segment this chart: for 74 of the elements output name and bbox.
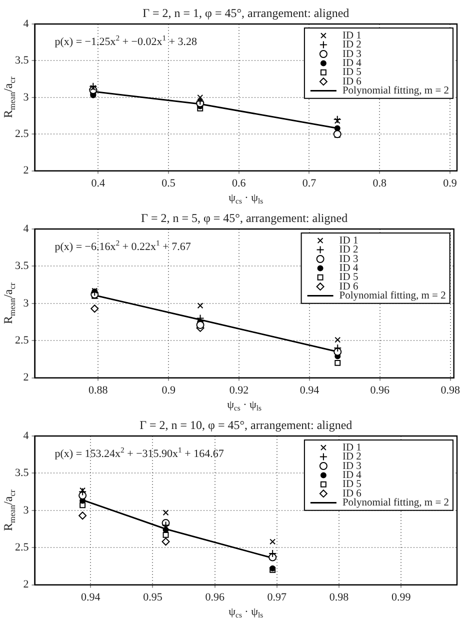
legend-label: ID 1	[342, 30, 362, 42]
y-axis-title: Rmean/acr	[1, 490, 17, 532]
y-tick-label: 3.5	[15, 467, 30, 480]
x-tick-label: 0.96	[370, 384, 390, 396]
point	[334, 360, 341, 366]
legend-label: ID 4	[339, 262, 359, 274]
point	[80, 487, 86, 494]
x-tick-label: 0.8	[372, 177, 387, 190]
chart-title: Γ = 2, n = 1, φ = 45°, arrangement: aligned	[142, 6, 350, 20]
x-tick-label: 0.92	[229, 384, 249, 396]
x-tick-label: 0.95	[143, 591, 163, 604]
x-tick-label: 0.4	[91, 177, 106, 190]
legend-label: ID 6	[339, 281, 358, 292]
legend-label: Polynomial fitting, m = 2	[342, 86, 450, 97]
legend-label: ID 5	[339, 272, 358, 284]
y-tick-label: 2.5	[15, 334, 30, 346]
x-tick-label: 0.5	[162, 177, 176, 190]
legend-label: ID 1	[339, 235, 358, 246]
legend-label: ID 3	[342, 460, 362, 472]
y-tick-label: 2	[23, 372, 29, 384]
point	[162, 538, 170, 546]
y-tick-label: 3	[23, 504, 30, 516]
legend-label: ID 5	[342, 479, 362, 490]
x-tick-label: 0.9	[443, 177, 458, 190]
legend-label: ID 4	[342, 470, 362, 481]
legend-label: ID 5	[342, 67, 362, 78]
legend-label: ID 3	[339, 254, 358, 265]
y-tick-label: 4	[23, 430, 30, 442]
x-tick-label: 0.94	[81, 591, 101, 604]
point	[197, 302, 204, 309]
point	[270, 538, 276, 545]
point	[334, 336, 341, 343]
chart-title: Γ = 2, n = 5, φ = 45°, arrangement: aligned	[141, 211, 348, 226]
legend-label: ID 6	[342, 76, 362, 88]
x-tick-label: 0.7	[302, 177, 317, 190]
y-tick-label: 2.5	[15, 128, 30, 140]
legend-label: ID 2	[342, 40, 362, 51]
point	[162, 532, 169, 538]
legend-label: ID 6	[342, 488, 362, 500]
x-tick-label: 0.94	[300, 384, 320, 396]
legend-label: Polynomial fitting, m = 2	[342, 498, 450, 509]
y-tick-label: 3.5	[15, 54, 30, 67]
x-tick-label: 0.99	[391, 591, 412, 604]
y-tick-label: 2	[23, 578, 29, 591]
y-axis-title: Rmean/acr	[1, 76, 17, 118]
legend-label: ID 4	[342, 58, 362, 69]
point	[78, 488, 87, 496]
x-tick-label: 0.88	[88, 384, 108, 396]
point	[334, 118, 340, 124]
y-tick-label: 2.5	[15, 541, 30, 554]
point	[162, 510, 169, 516]
point	[333, 115, 342, 124]
x-tick-label: 0.98	[440, 384, 460, 396]
point	[334, 125, 340, 132]
chart-title: Γ = 2, n = 10, φ = 45°, arrangement: aligned	[140, 418, 352, 432]
y-tick-label: 2	[23, 164, 29, 177]
x-tick-label: 0.9	[162, 384, 176, 396]
legend-label: ID 1	[342, 442, 362, 454]
y-tick-label: 3	[23, 91, 30, 104]
y-axis-title: Rmean/acr	[1, 282, 17, 324]
point	[90, 304, 99, 313]
y-tick-label: 4	[23, 222, 30, 235]
legend-label: ID 3	[342, 48, 362, 60]
x-tick-label: 0.98	[329, 591, 350, 604]
x-tick-label: 0.6	[232, 177, 246, 190]
legend-label: Polynomial fitting, m = 2	[339, 290, 446, 302]
y-tick-label: 3.5	[15, 260, 30, 272]
y-tick-label: 3	[23, 297, 30, 310]
x-tick-label: 0.96	[205, 591, 225, 604]
y-tick-label: 4	[23, 18, 30, 30]
x-tick-label: 0.97	[267, 591, 288, 604]
legend-label: ID 2	[342, 452, 362, 463]
legend-label: ID 2	[339, 244, 358, 256]
point	[78, 512, 87, 520]
